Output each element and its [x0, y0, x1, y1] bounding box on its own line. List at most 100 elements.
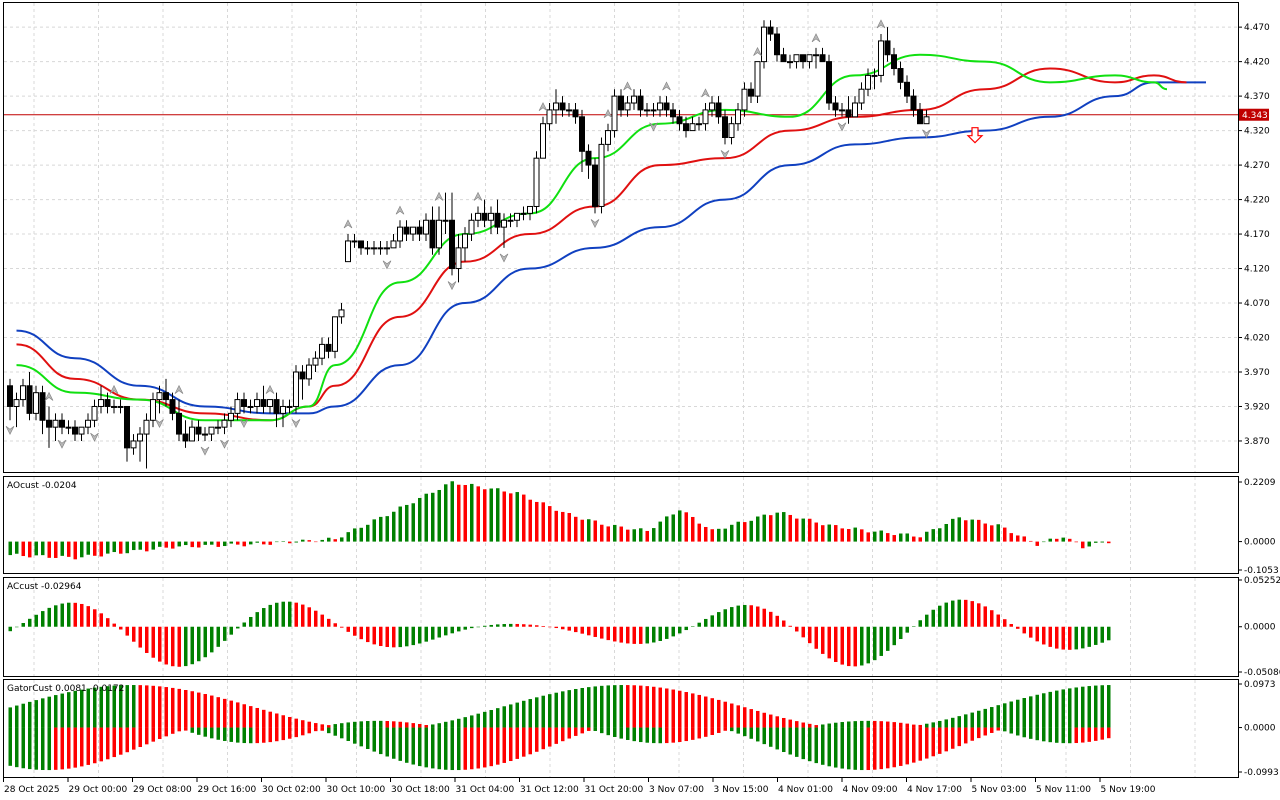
price-tick-label: 4.320	[1244, 127, 1270, 137]
gator-up-bar	[905, 723, 909, 728]
gator-down-bar	[515, 727, 519, 759]
ac-bar	[398, 626, 402, 648]
candle-bear	[637, 95, 644, 111]
ac-bar	[41, 611, 45, 627]
gator-down-bar	[548, 727, 552, 747]
gator-up-bar	[145, 685, 149, 728]
candle-bull	[78, 426, 85, 435]
price-panel[interactable]	[3, 2, 1239, 473]
fractal-up-marker	[538, 102, 548, 112]
gator-up-bar	[132, 685, 136, 728]
price-tick-label: 3.920	[1244, 402, 1270, 412]
gator-down-bar	[905, 727, 909, 765]
gator-down-bar	[561, 727, 565, 742]
ao-bar	[515, 492, 519, 542]
gator-down-bar	[925, 727, 929, 759]
gator-up-bar	[847, 721, 851, 728]
ac-bar	[561, 626, 565, 630]
ao-bar	[28, 541, 32, 558]
candle-bull	[215, 426, 221, 429]
ac-bar	[301, 604, 305, 627]
gator-up-bar	[1094, 685, 1098, 728]
gator-panel-label: GatorCust 0.0081 -0.0172	[7, 684, 124, 694]
ac-bar	[320, 614, 324, 627]
ao-bar	[600, 524, 604, 542]
ao-bar	[398, 506, 402, 542]
ao-bar	[119, 541, 123, 554]
ao-bar	[541, 502, 545, 542]
ac-bar	[515, 623, 519, 627]
candle-bear	[722, 116, 728, 138]
gator-down-bar	[21, 727, 25, 769]
candle-bear	[676, 116, 683, 125]
gator-down-bar	[1081, 727, 1085, 743]
ao-bar	[522, 494, 526, 542]
gator-up-bar	[288, 716, 292, 728]
candle-bear	[358, 240, 364, 249]
gator-down-bar	[977, 727, 981, 739]
ac-bar	[912, 626, 916, 627]
ao-bar	[801, 518, 805, 542]
ao-bar	[99, 541, 103, 557]
fractal-up-marker	[174, 384, 184, 394]
candle-bear	[104, 399, 111, 407]
ac-bar	[736, 605, 740, 627]
ao-bar	[613, 524, 617, 542]
gator-down-bar	[580, 727, 584, 734]
gator-up-bar	[730, 703, 734, 728]
ac-bar	[554, 626, 558, 629]
candle-bull	[689, 123, 696, 132]
price-tick-label: 4.470	[1244, 23, 1270, 33]
gator-down-bar	[567, 727, 571, 739]
ac-bar	[619, 626, 623, 643]
candle-bear	[39, 392, 46, 421]
ao-bar	[340, 537, 344, 542]
ac-bar	[450, 626, 454, 634]
ac-bar	[489, 624, 493, 627]
gator-down-bar	[704, 727, 708, 737]
ac-bar	[366, 626, 370, 643]
candle-bear	[585, 150, 592, 166]
gator-down-bar	[691, 727, 695, 740]
ao-bar	[450, 481, 454, 542]
gator-up-bar	[814, 725, 818, 728]
gator-down-bar	[411, 727, 415, 765]
gator-down-bar	[80, 727, 84, 767]
gator-down-bar	[353, 727, 357, 744]
time-tick-label: 29 Oct 08:00	[133, 785, 192, 795]
gator-up-bar	[197, 692, 201, 728]
candle-bull	[787, 61, 793, 64]
gator-down-bar	[665, 727, 669, 744]
ac-bar	[983, 606, 987, 627]
ao-panel[interactable]	[3, 476, 1239, 574]
gator-down-bar	[983, 727, 987, 736]
ac-bar	[80, 603, 84, 627]
ao-bar	[528, 499, 532, 542]
gator-down-bar	[912, 727, 916, 763]
ao-bar	[684, 512, 688, 542]
gator-up-bar	[834, 722, 838, 728]
candle-bear	[429, 219, 436, 249]
gator-down-bar	[840, 727, 844, 769]
gator-up-bar	[28, 701, 32, 728]
gator-up-bar	[385, 721, 389, 728]
candles	[7, 20, 930, 469]
gator-down-bar	[1009, 727, 1013, 734]
gator-up-bar	[1035, 694, 1039, 728]
ao-bar	[658, 521, 662, 542]
candle-bear	[299, 371, 306, 380]
ao-bar	[567, 513, 571, 542]
gator-down-bar	[600, 727, 604, 734]
gator-up-bar	[177, 688, 181, 728]
ac-bar	[268, 604, 272, 627]
gator-up-bar	[333, 724, 337, 728]
candle-bear	[917, 109, 923, 125]
ac-bar	[431, 626, 435, 640]
ac-bar	[229, 626, 233, 635]
candle-bear	[325, 343, 332, 352]
ao-bar	[671, 514, 675, 542]
gator-down-bar	[866, 727, 870, 771]
gator-down-bar	[106, 727, 110, 760]
gator-up-bar	[1048, 691, 1052, 728]
